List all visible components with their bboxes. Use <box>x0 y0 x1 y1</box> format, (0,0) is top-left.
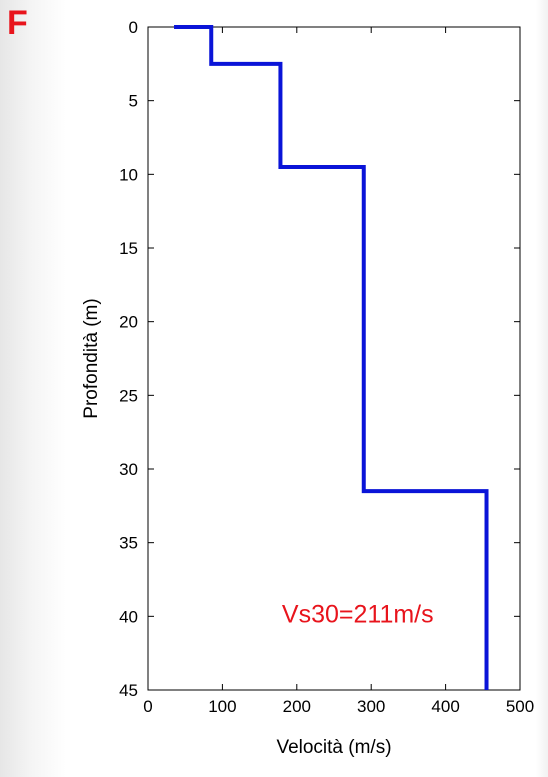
plot-area-border <box>147 26 521 691</box>
y-tick-label: 0 <box>129 18 138 37</box>
series-layer <box>174 25 489 690</box>
y-tick-label: 30 <box>119 460 138 479</box>
x-tick-label: 100 <box>208 697 236 716</box>
y-tick-label: 40 <box>119 607 138 626</box>
y-tick-label: 35 <box>119 534 138 553</box>
vs30-annotation: Vs30=211m/s <box>282 600 434 628</box>
annotations: Vs30=211m/s <box>282 600 434 628</box>
y-tick-label: 5 <box>129 92 138 111</box>
y-tick-label: 25 <box>119 386 138 405</box>
x-tick-label: 200 <box>283 697 311 716</box>
x-tick-label: 300 <box>357 697 385 716</box>
panel-label: F <box>7 4 28 42</box>
x-tick-label: 400 <box>431 697 459 716</box>
x-tick-label: 0 <box>143 697 152 716</box>
y-tick-label: 10 <box>119 165 138 184</box>
y-tick-label: 45 <box>119 681 138 700</box>
y-tick-label: 15 <box>119 239 138 258</box>
tick-labels: 0 100 200 300 400 500 0 5 10 15 20 25 30 35 40 45 <box>119 18 534 716</box>
tick-marks <box>147 26 521 691</box>
x-tick-label: 500 <box>506 697 534 716</box>
y-tick-label: 20 <box>119 313 138 332</box>
x-axis-title: Velocità (m/s) <box>276 737 391 758</box>
velocity-profile-line <box>174 25 489 690</box>
axes <box>147 26 521 691</box>
y-axis-title: Profondità (m) <box>81 298 102 418</box>
